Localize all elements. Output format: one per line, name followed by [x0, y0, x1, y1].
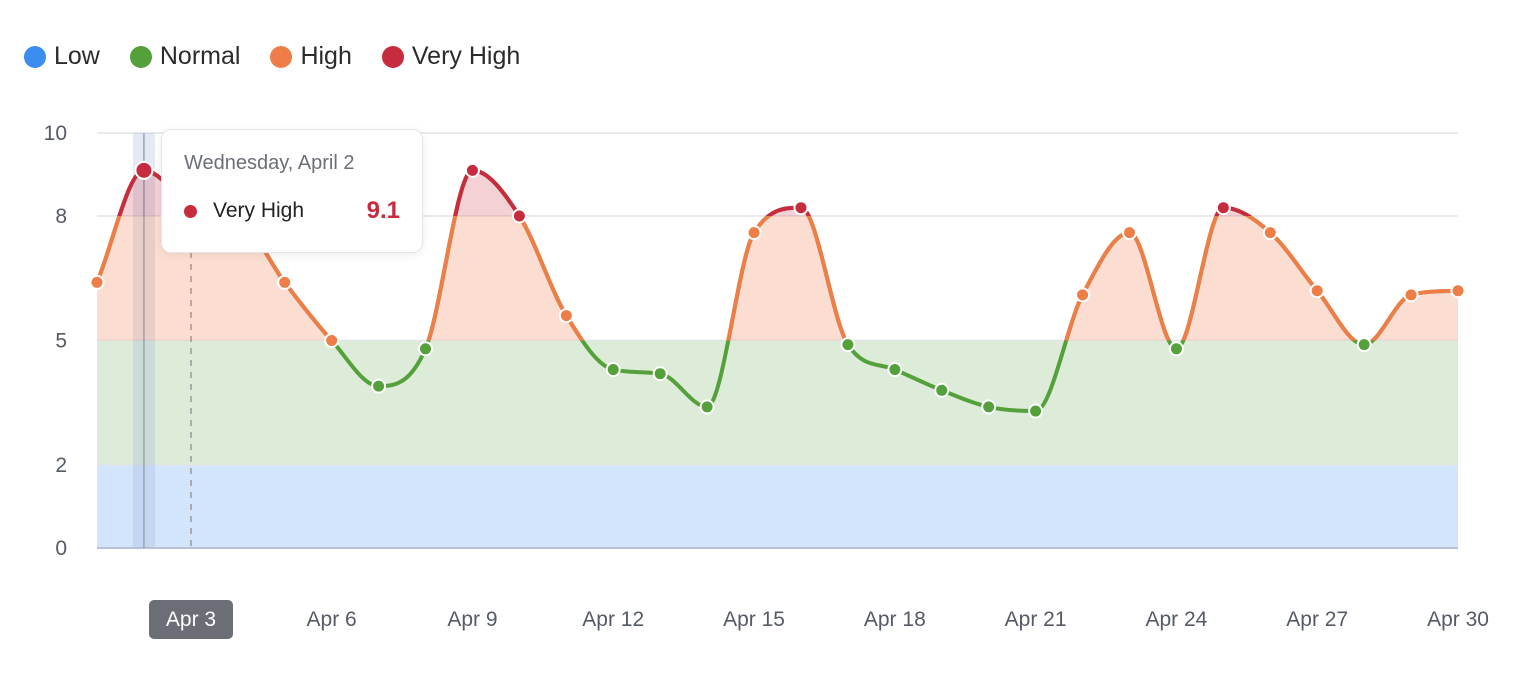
- data-point: [699, 399, 715, 415]
- x-tick-label: Apr 30: [1427, 608, 1489, 631]
- legend-label-high: High: [300, 42, 352, 70]
- data-point: [1075, 287, 1091, 303]
- threshold-bands: [97, 340, 1458, 548]
- data-point: [934, 382, 950, 398]
- data-point: [1121, 225, 1137, 241]
- legend-item-low[interactable]: Low: [24, 42, 100, 71]
- tooltip-value: 9.1: [366, 197, 400, 224]
- x-tick-label: Apr 9: [447, 608, 497, 631]
- data-point: [558, 308, 574, 324]
- y-axis-labels: 0 2 5 8 10: [44, 122, 67, 560]
- data-point: [134, 160, 154, 180]
- tooltip-row: Very High 9.1: [184, 197, 400, 225]
- chart-legend: Low Normal High Very High: [24, 42, 520, 71]
- chart-tooltip: Wednesday, April 2 Very High 9.1: [161, 129, 423, 253]
- data-point: [1028, 403, 1044, 419]
- data-point: [89, 274, 105, 290]
- data-point: [652, 366, 668, 382]
- data-point: [511, 208, 527, 224]
- tooltip-date: Wednesday, April 2: [184, 152, 355, 174]
- data-point: [887, 362, 903, 378]
- y-tick-label: 0: [55, 537, 67, 560]
- band-low: [97, 465, 1458, 548]
- legend-label-very-high: Very High: [411, 42, 521, 70]
- data-point: [981, 399, 997, 415]
- legend-dot-high: [270, 45, 293, 68]
- data-point: [464, 162, 480, 178]
- data-point: [1168, 341, 1184, 357]
- data-point: [1215, 200, 1231, 216]
- x-tick-label: Apr 21: [1005, 608, 1067, 631]
- tooltip-series-label: Very High: [213, 199, 305, 222]
- data-point: [1356, 337, 1372, 353]
- legend-label-low: Low: [54, 42, 100, 70]
- x-tick-label: Apr 24: [1145, 608, 1207, 631]
- data-point: [605, 362, 621, 378]
- line-very-high: [117, 168, 1253, 216]
- data-point: [1450, 283, 1466, 299]
- data-point: [418, 341, 434, 357]
- y-tick-label: 10: [44, 122, 67, 145]
- legend-item-high[interactable]: High: [270, 42, 352, 71]
- x-tick-label: Apr 15: [723, 608, 785, 631]
- legend-item-very-high[interactable]: Very High: [381, 42, 521, 71]
- x-axis-labels: Apr 6 Apr 9 Apr 12 Apr 15 Apr 18 Apr 21 Apr 24…: [307, 608, 1489, 631]
- y-tick-label: 2: [55, 454, 67, 477]
- y-tick-label: 5: [55, 330, 67, 353]
- data-point: [1403, 287, 1419, 303]
- legend-dot-very-high: [381, 45, 404, 68]
- data-point: [371, 378, 387, 394]
- data-point: [840, 337, 856, 353]
- y-tick-label: 8: [55, 205, 67, 228]
- x-tick-label: Apr 6: [307, 608, 357, 631]
- data-point: [1262, 225, 1278, 241]
- data-point: [277, 274, 293, 290]
- x-tick-label: Apr 12: [582, 608, 644, 631]
- data-point: [793, 200, 809, 216]
- legend-item-normal[interactable]: Normal: [129, 42, 241, 71]
- data-point: [746, 225, 762, 241]
- legend-dot-normal: [129, 45, 152, 68]
- hover-crosshair: [132, 133, 192, 548]
- data-point: [324, 333, 340, 348]
- band-normal: [97, 340, 1458, 465]
- data-point: [1309, 283, 1325, 299]
- x-tick-label: Apr 18: [864, 608, 926, 631]
- x-tick-label: Apr 27: [1286, 608, 1348, 631]
- legend-label-normal: Normal: [159, 42, 241, 70]
- legend-dot-low: [24, 45, 46, 68]
- tooltip-series-dot: [184, 204, 197, 218]
- crosshair-x-label: Apr 3: [149, 600, 233, 639]
